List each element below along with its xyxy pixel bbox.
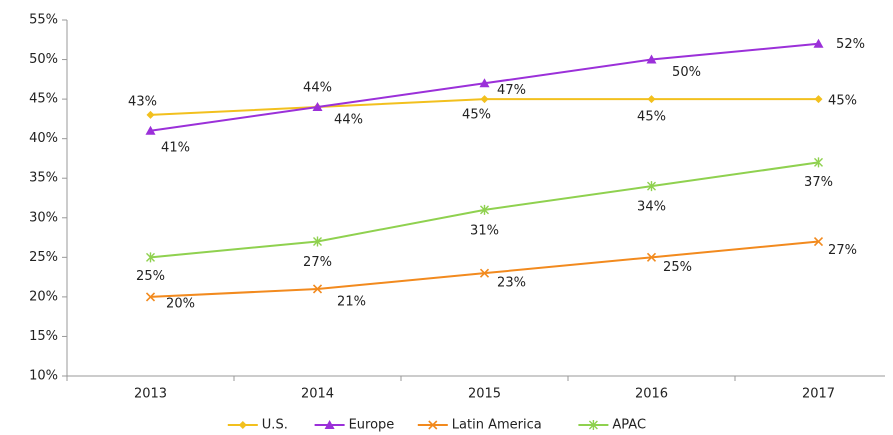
point	[313, 236, 322, 247]
point	[646, 252, 657, 262]
data-label: 34%	[637, 200, 666, 215]
data-label: 47%	[497, 83, 526, 98]
x-tick-label: 2016	[635, 387, 668, 402]
point	[145, 292, 156, 302]
point	[647, 95, 656, 104]
data-label: 27%	[303, 255, 332, 270]
point	[312, 284, 323, 294]
point	[646, 54, 657, 64]
point	[814, 95, 823, 104]
x-tick-label: 2013	[134, 387, 167, 402]
point	[145, 125, 156, 135]
legend-label: APAC	[612, 418, 646, 433]
point	[146, 252, 155, 263]
y-tick-label: 30%	[29, 210, 58, 225]
legend-marker	[238, 421, 247, 429]
legend-label: Latin America	[452, 418, 542, 433]
y-tick-label: 20%	[29, 289, 58, 304]
legend-marker	[588, 420, 598, 430]
point	[814, 157, 823, 168]
data-label: 27%	[828, 243, 857, 258]
legend-marker	[428, 420, 438, 430]
point	[813, 38, 824, 48]
point	[479, 78, 490, 88]
legend-marker	[324, 420, 335, 429]
data-label: 44%	[334, 113, 363, 128]
y-tick-label: 40%	[29, 131, 58, 146]
data-label: 52%	[836, 37, 865, 52]
data-label: 25%	[136, 269, 165, 284]
point	[647, 181, 656, 192]
y-tick-label: 45%	[29, 92, 58, 107]
x-tick-label: 2017	[802, 387, 835, 402]
data-label: 50%	[672, 65, 701, 80]
data-label: 21%	[337, 294, 366, 309]
data-label: 31%	[470, 223, 499, 238]
data-label: 45%	[637, 110, 666, 125]
data-label: 41%	[161, 140, 190, 155]
data-label: 43%	[128, 94, 157, 109]
y-tick-label: 10%	[29, 369, 58, 384]
y-tick-label: 35%	[29, 171, 58, 186]
series-line	[150, 240, 819, 298]
x-tick-label: 2015	[468, 387, 501, 402]
legend-label: Europe	[349, 418, 395, 433]
y-tick-label: 15%	[29, 329, 58, 344]
data-label: 44%	[303, 81, 332, 96]
data-label: 20%	[166, 296, 195, 311]
y-tick-label: 25%	[29, 250, 58, 265]
data-label: 37%	[804, 175, 833, 190]
point	[146, 110, 155, 119]
data-label: 45%	[828, 94, 857, 109]
data-label: 45%	[462, 108, 491, 123]
data-label: 25%	[663, 260, 692, 275]
x-tick-label: 2014	[301, 387, 334, 402]
y-tick-label: 55%	[29, 13, 58, 28]
point	[312, 102, 323, 112]
point	[479, 268, 490, 278]
data-label: 23%	[497, 276, 526, 291]
point	[480, 204, 489, 215]
legend-label: U.S.	[262, 418, 288, 433]
point	[813, 236, 824, 247]
point	[480, 95, 489, 104]
y-tick-label: 50%	[29, 52, 58, 67]
